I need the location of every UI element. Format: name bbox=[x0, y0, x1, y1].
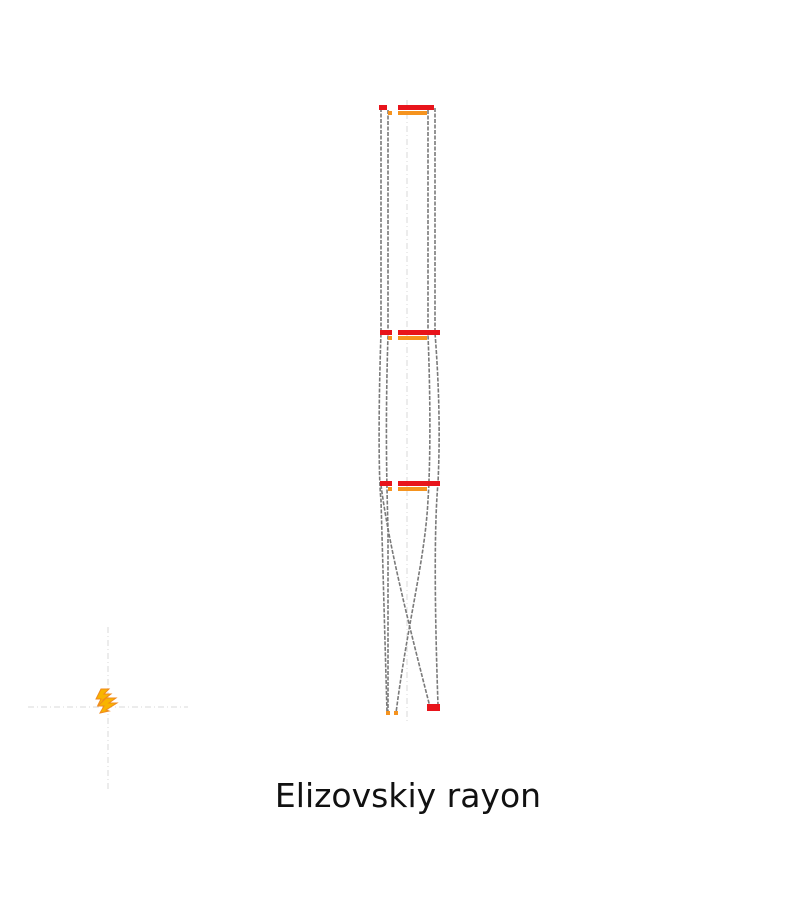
bottom-red-bar bbox=[427, 704, 440, 711]
right-inner-connector bbox=[395, 110, 431, 714]
region-title: Elizovskiy rayon bbox=[274, 776, 542, 815]
lower-red-bar-main bbox=[398, 481, 440, 486]
middle-red-bar-left bbox=[380, 330, 392, 335]
top-red-bar-main bbox=[398, 105, 434, 110]
lower-orange-bar-left bbox=[388, 487, 392, 491]
bottom-orange-left-marker bbox=[386, 711, 390, 715]
top-orange-bar-left bbox=[388, 111, 392, 115]
left-inner-connector bbox=[385, 110, 389, 713]
lower-orange-bar-main bbox=[398, 487, 427, 491]
top-orange-bar-main bbox=[398, 111, 427, 115]
middle-orange-bar-main bbox=[398, 336, 427, 340]
middle-orange-bar-left bbox=[388, 336, 392, 340]
left-outer-connector bbox=[378, 108, 388, 713]
crossing-connector bbox=[380, 484, 431, 708]
lightning-bolt-icon bbox=[95, 688, 119, 714]
top-red-bar-left bbox=[379, 105, 387, 110]
lower-red-bar-left bbox=[380, 481, 392, 486]
right-outer-connector bbox=[434, 108, 440, 706]
bottom-orange-center-marker bbox=[394, 711, 398, 715]
middle-red-bar-main bbox=[398, 330, 440, 335]
